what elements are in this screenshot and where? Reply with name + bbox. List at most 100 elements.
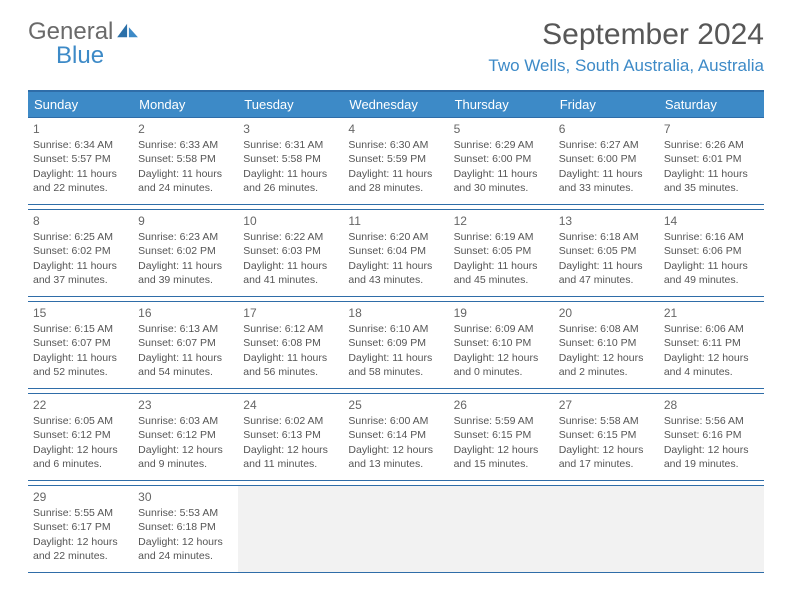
- day-cell: 15Sunrise: 6:15 AMSunset: 6:07 PMDayligh…: [28, 302, 133, 388]
- daylight-text-1: Daylight: 12 hours: [559, 351, 654, 365]
- day-number: 30: [138, 489, 233, 505]
- day-number: 19: [454, 305, 549, 321]
- sunrise-text: Sunrise: 6:10 AM: [348, 322, 443, 336]
- day-cell: 24Sunrise: 6:02 AMSunset: 6:13 PMDayligh…: [238, 394, 343, 480]
- daylight-text-2: and 11 minutes.: [243, 457, 338, 471]
- day-cell: 27Sunrise: 5:58 AMSunset: 6:15 PMDayligh…: [554, 394, 659, 480]
- brand-logo: GeneralBlue: [28, 18, 140, 70]
- daylight-text-2: and 24 minutes.: [138, 549, 233, 563]
- day-cell: 7Sunrise: 6:26 AMSunset: 6:01 PMDaylight…: [659, 118, 764, 204]
- day-cell-empty: [238, 486, 343, 572]
- daylight-text-1: Daylight: 11 hours: [348, 259, 443, 273]
- day-cell: 29Sunrise: 5:55 AMSunset: 6:17 PMDayligh…: [28, 486, 133, 572]
- day-cell: 13Sunrise: 6:18 AMSunset: 6:05 PMDayligh…: [554, 210, 659, 296]
- daylight-text-2: and 47 minutes.: [559, 273, 654, 287]
- weekday-header: Wednesday: [343, 92, 448, 117]
- sunset-text: Sunset: 6:15 PM: [454, 428, 549, 442]
- day-number: 8: [33, 213, 128, 229]
- daylight-text-2: and 28 minutes.: [348, 181, 443, 195]
- sunset-text: Sunset: 5:58 PM: [138, 152, 233, 166]
- day-cell: 3Sunrise: 6:31 AMSunset: 5:58 PMDaylight…: [238, 118, 343, 204]
- sunrise-text: Sunrise: 6:05 AM: [33, 414, 128, 428]
- daylight-text-1: Daylight: 11 hours: [33, 259, 128, 273]
- day-cell: 30Sunrise: 5:53 AMSunset: 6:18 PMDayligh…: [133, 486, 238, 572]
- sunset-text: Sunset: 6:10 PM: [454, 336, 549, 350]
- day-number: 18: [348, 305, 443, 321]
- daylight-text-1: Daylight: 11 hours: [454, 259, 549, 273]
- daylight-text-1: Daylight: 11 hours: [138, 167, 233, 181]
- sunset-text: Sunset: 6:12 PM: [138, 428, 233, 442]
- daylight-text-1: Daylight: 12 hours: [664, 351, 759, 365]
- daylight-text-1: Daylight: 11 hours: [33, 351, 128, 365]
- sunset-text: Sunset: 6:00 PM: [559, 152, 654, 166]
- sunrise-text: Sunrise: 6:15 AM: [33, 322, 128, 336]
- sunset-text: Sunset: 6:12 PM: [33, 428, 128, 442]
- day-cell: 2Sunrise: 6:33 AMSunset: 5:58 PMDaylight…: [133, 118, 238, 204]
- sunrise-text: Sunrise: 6:19 AM: [454, 230, 549, 244]
- sunrise-text: Sunrise: 6:25 AM: [33, 230, 128, 244]
- day-cell: 9Sunrise: 6:23 AMSunset: 6:02 PMDaylight…: [133, 210, 238, 296]
- sunrise-text: Sunrise: 6:26 AM: [664, 138, 759, 152]
- daylight-text-1: Daylight: 11 hours: [664, 167, 759, 181]
- day-number: 12: [454, 213, 549, 229]
- daylight-text-1: Daylight: 12 hours: [454, 443, 549, 457]
- sunrise-text: Sunrise: 6:22 AM: [243, 230, 338, 244]
- daylight-text-2: and 2 minutes.: [559, 365, 654, 379]
- sunrise-text: Sunrise: 6:08 AM: [559, 322, 654, 336]
- daylight-text-2: and 22 minutes.: [33, 549, 128, 563]
- day-number: 26: [454, 397, 549, 413]
- sunrise-text: Sunrise: 5:59 AM: [454, 414, 549, 428]
- daylight-text-1: Daylight: 12 hours: [33, 443, 128, 457]
- day-number: 29: [33, 489, 128, 505]
- sunset-text: Sunset: 6:05 PM: [559, 244, 654, 258]
- week-row: 22Sunrise: 6:05 AMSunset: 6:12 PMDayligh…: [28, 393, 764, 481]
- daylight-text-2: and 33 minutes.: [559, 181, 654, 195]
- daylight-text-1: Daylight: 11 hours: [454, 167, 549, 181]
- sunrise-text: Sunrise: 5:55 AM: [33, 506, 128, 520]
- day-cell: 11Sunrise: 6:20 AMSunset: 6:04 PMDayligh…: [343, 210, 448, 296]
- sunset-text: Sunset: 6:18 PM: [138, 520, 233, 534]
- sunset-text: Sunset: 5:58 PM: [243, 152, 338, 166]
- sunset-text: Sunset: 6:07 PM: [138, 336, 233, 350]
- day-number: 20: [559, 305, 654, 321]
- month-title: September 2024: [488, 18, 764, 52]
- sunset-text: Sunset: 6:05 PM: [454, 244, 549, 258]
- day-number: 15: [33, 305, 128, 321]
- day-cell: 14Sunrise: 6:16 AMSunset: 6:06 PMDayligh…: [659, 210, 764, 296]
- daylight-text-1: Daylight: 11 hours: [664, 259, 759, 273]
- daylight-text-1: Daylight: 12 hours: [138, 535, 233, 549]
- sunrise-text: Sunrise: 5:53 AM: [138, 506, 233, 520]
- day-number: 24: [243, 397, 338, 413]
- day-cell: 12Sunrise: 6:19 AMSunset: 6:05 PMDayligh…: [449, 210, 554, 296]
- daylight-text-1: Daylight: 12 hours: [454, 351, 549, 365]
- sunset-text: Sunset: 6:00 PM: [454, 152, 549, 166]
- day-number: 11: [348, 213, 443, 229]
- sunset-text: Sunset: 6:04 PM: [348, 244, 443, 258]
- day-cell: 26Sunrise: 5:59 AMSunset: 6:15 PMDayligh…: [449, 394, 554, 480]
- sunrise-text: Sunrise: 6:12 AM: [243, 322, 338, 336]
- daylight-text-2: and 22 minutes.: [33, 181, 128, 195]
- daylight-text-1: Daylight: 12 hours: [559, 443, 654, 457]
- day-cell: 21Sunrise: 6:06 AMSunset: 6:11 PMDayligh…: [659, 302, 764, 388]
- sunrise-text: Sunrise: 6:16 AM: [664, 230, 759, 244]
- sunset-text: Sunset: 6:14 PM: [348, 428, 443, 442]
- day-number: 3: [243, 121, 338, 137]
- daylight-text-2: and 30 minutes.: [454, 181, 549, 195]
- calendar: SundayMondayTuesdayWednesdayThursdayFrid…: [28, 90, 764, 573]
- title-block: September 2024 Two Wells, South Australi…: [488, 18, 764, 76]
- day-number: 21: [664, 305, 759, 321]
- day-cell: 19Sunrise: 6:09 AMSunset: 6:10 PMDayligh…: [449, 302, 554, 388]
- day-number: 22: [33, 397, 128, 413]
- daylight-text-1: Daylight: 11 hours: [138, 351, 233, 365]
- day-number: 5: [454, 121, 549, 137]
- sunrise-text: Sunrise: 6:27 AM: [559, 138, 654, 152]
- daylight-text-1: Daylight: 12 hours: [33, 535, 128, 549]
- daylight-text-2: and 45 minutes.: [454, 273, 549, 287]
- day-number: 6: [559, 121, 654, 137]
- sunset-text: Sunset: 6:06 PM: [664, 244, 759, 258]
- day-cell: 23Sunrise: 6:03 AMSunset: 6:12 PMDayligh…: [133, 394, 238, 480]
- daylight-text-2: and 15 minutes.: [454, 457, 549, 471]
- weekday-header: Saturday: [659, 92, 764, 117]
- sunrise-text: Sunrise: 6:06 AM: [664, 322, 759, 336]
- day-cell: 1Sunrise: 6:34 AMSunset: 5:57 PMDaylight…: [28, 118, 133, 204]
